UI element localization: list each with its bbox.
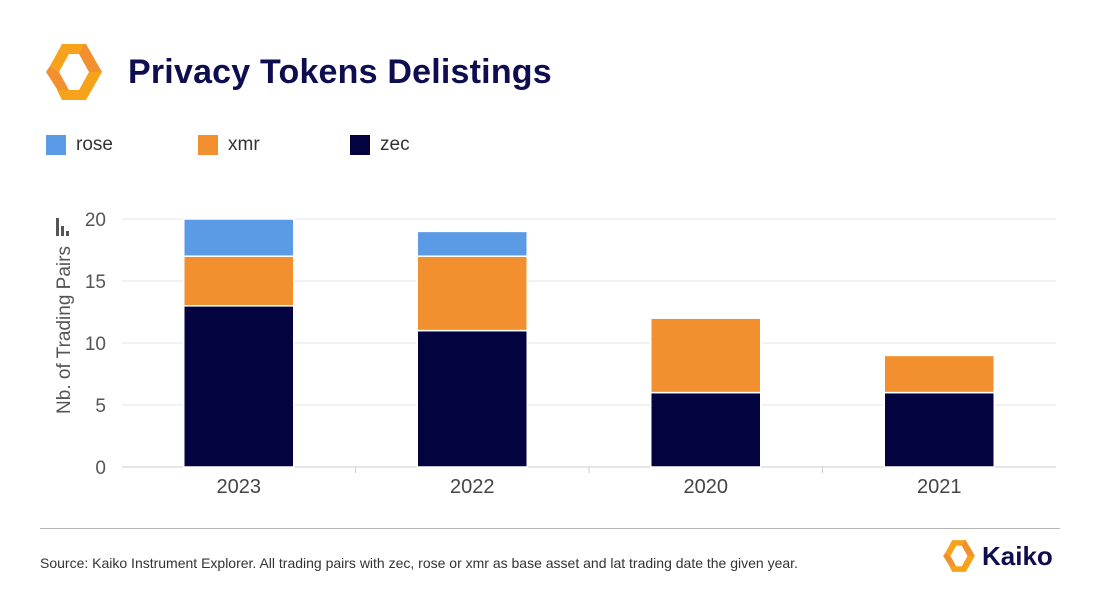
kaiko-logo-icon — [46, 44, 102, 100]
bar-zec-2021 — [883, 391, 995, 468]
x-tick-label: 2022 — [450, 476, 495, 498]
bar-rose-2022 — [416, 230, 528, 257]
bar-xmr-2021 — [883, 354, 995, 394]
brand-name: Kaiko — [982, 540, 1053, 571]
x-tick-label: 2021 — [917, 476, 962, 498]
bar-xmr-2020 — [650, 317, 762, 394]
footer-divider — [40, 528, 1060, 529]
kaiko-brand-icon — [943, 540, 975, 572]
legend-item-rose[interactable]: rose — [46, 134, 113, 156]
legend-label-rose: rose — [76, 134, 113, 155]
legend-swatch-rose — [46, 135, 66, 155]
bar-zec-2023 — [183, 305, 295, 468]
legend-swatch-zec — [350, 135, 370, 155]
bar-xmr-2023 — [183, 255, 295, 307]
y-tick-label: 0 — [95, 458, 106, 479]
y-tick-label: 20 — [85, 210, 106, 231]
page-title: Privacy Tokens Delistings — [128, 52, 552, 91]
brand: Kaiko — [942, 539, 1053, 573]
bar-zec-2022 — [416, 329, 528, 468]
legend-item-zec[interactable]: zec — [350, 134, 410, 156]
bar-xmr-2022 — [416, 255, 528, 332]
stacked-bar-chart: 0 5 10 15 20 2023 2022 2020 2021 Nb. of Trading P… — [54, 210, 1056, 498]
y-tick-label: 15 — [85, 272, 106, 293]
legend-label-zec: zec — [380, 134, 410, 155]
chart-bars-icon — [56, 218, 69, 236]
bar-zec-2020 — [650, 391, 762, 468]
y-axis-label: Nb. of Trading Pairs — [54, 246, 75, 414]
bar-rose-2023 — [183, 218, 295, 257]
y-tick-label: 10 — [85, 334, 106, 355]
legend-label-xmr: xmr — [228, 134, 260, 155]
x-tick-label: 2020 — [684, 476, 729, 498]
legend-swatch-xmr — [198, 135, 218, 155]
legend-item-xmr[interactable]: xmr — [198, 134, 260, 156]
x-tick-label: 2023 — [217, 476, 262, 498]
header: Privacy Tokens Delistings — [44, 42, 552, 102]
source-note: Source: Kaiko Instrument Explorer. All t… — [40, 555, 798, 571]
y-tick-label: 5 — [95, 396, 106, 417]
